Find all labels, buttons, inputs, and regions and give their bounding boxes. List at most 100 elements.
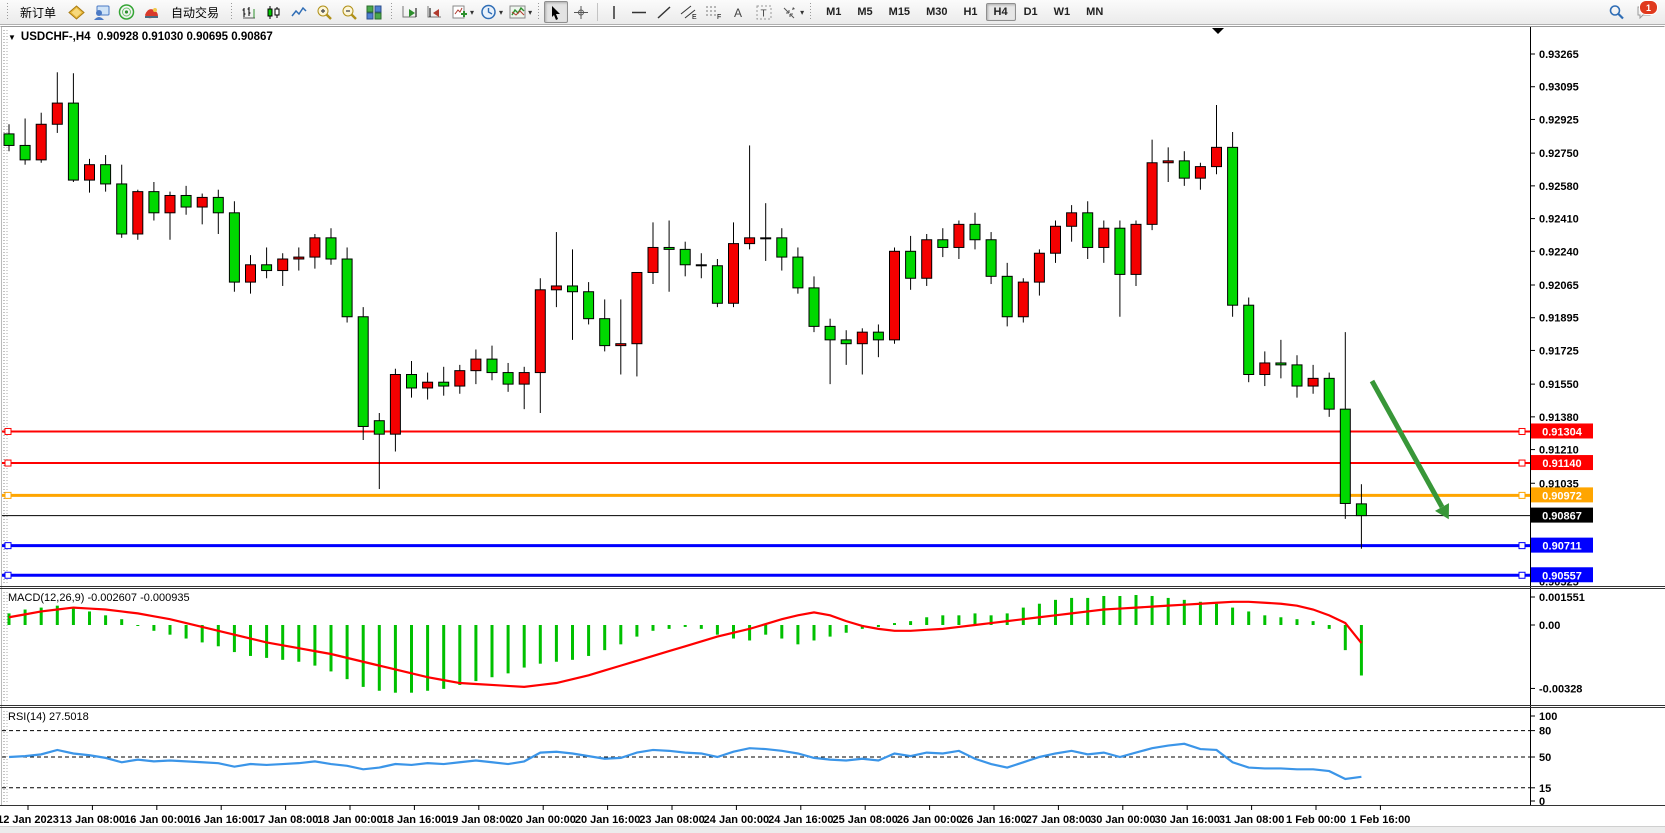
down-arrow-annotation — [1369, 379, 1449, 520]
svg-text:100: 100 — [1539, 711, 1557, 723]
svg-text:24 Jan 00:00: 24 Jan 00:00 — [704, 814, 769, 826]
terminal-sonar-icon[interactable] — [114, 1, 138, 23]
auto-scroll-icon[interactable] — [397, 1, 421, 23]
navigator-icon[interactable] — [89, 1, 113, 23]
timeframe-button-m30[interactable]: M30 — [926, 6, 948, 18]
chart-title: ▼ USDCHF-,H4 0.90928 0.91030 0.90695 0.9… — [8, 31, 273, 43]
svg-text:A: A — [734, 6, 742, 20]
cursor-tool-icon[interactable] — [544, 1, 569, 23]
timeframe-button-d1[interactable]: D1 — [1023, 6, 1038, 18]
timeframe-button-h1[interactable]: H1 — [963, 6, 978, 18]
timeframe-button-m1[interactable]: M1 — [826, 6, 842, 18]
new-order-button[interactable]: 新订单 — [20, 5, 57, 20]
new-chart-icon[interactable] — [447, 1, 471, 23]
strategy-tester-icon[interactable] — [139, 1, 163, 23]
equidistant-channel-tool-icon[interactable]: E — [677, 1, 701, 23]
svg-text:27 Jan 08:00: 27 Jan 08:00 — [1026, 814, 1091, 826]
svg-text:0.92580: 0.92580 — [1539, 181, 1579, 193]
chart-shift-icon[interactable] — [422, 1, 446, 23]
arrows-tool-icon[interactable] — [777, 1, 801, 23]
rsi-indicator-label: RSI(14) 27.5018 — [8, 711, 89, 723]
svg-text:-0.00328: -0.00328 — [1539, 683, 1582, 695]
crosshair-tool-icon[interactable] — [569, 1, 593, 23]
chart-collapse-icon[interactable]: ▼ — [8, 32, 16, 42]
pane-frames — [0, 26, 1665, 806]
svg-text:12 Jan 2023: 12 Jan 2023 — [0, 814, 59, 826]
svg-text:0.92750: 0.92750 — [1539, 148, 1579, 160]
timeframe-button-w1[interactable]: W1 — [1053, 6, 1071, 18]
toolbar-separator — [597, 3, 599, 21]
template-icon[interactable] — [505, 1, 529, 23]
svg-text:0.90711: 0.90711 — [1542, 541, 1581, 553]
macd-pane: 0.001551 0.00 -0.00328 — [7, 592, 1585, 695]
candles-layer — [3, 72, 1367, 549]
notifications-button[interactable]: 1 — [1632, 0, 1658, 22]
text-tool-icon[interactable]: A — [727, 1, 751, 23]
timeframe-button-m15[interactable]: M15 — [888, 6, 911, 18]
svg-text:1 Feb 16:00: 1 Feb 16:00 — [1350, 814, 1410, 826]
svg-text:18 Jan 00:00: 18 Jan 00:00 — [317, 814, 382, 826]
market-watch-icon[interactable] — [64, 1, 88, 23]
svg-text:80: 80 — [1539, 726, 1551, 738]
fibonacci-tool-icon[interactable]: F — [702, 1, 726, 23]
svg-text:30 Jan 00:00: 30 Jan 00:00 — [1090, 814, 1155, 826]
dropdown-caret[interactable]: ▾ — [800, 7, 805, 17]
svg-text:20 Jan 16:00: 20 Jan 16:00 — [575, 814, 640, 826]
svg-text:50: 50 — [1539, 752, 1551, 764]
trendline-tool-icon[interactable] — [652, 1, 676, 23]
svg-text:13 Jan 08:00: 13 Jan 08:00 — [60, 814, 125, 826]
search-icon[interactable] — [1604, 1, 1628, 23]
svg-text:30 Jan 16:00: 30 Jan 16:00 — [1154, 814, 1219, 826]
svg-text:0.00: 0.00 — [1539, 620, 1560, 632]
period-clock-icon[interactable] — [476, 1, 500, 23]
svg-text:0.91035: 0.91035 — [1539, 478, 1579, 490]
timeframe-button-m5[interactable]: M5 — [857, 6, 873, 18]
timeframe-button-mn[interactable]: MN — [1086, 6, 1104, 18]
notification-badge: 1 — [1639, 0, 1658, 15]
svg-text:0.91895: 0.91895 — [1539, 313, 1579, 325]
horizontal-line-tool-icon[interactable] — [627, 1, 651, 23]
dropdown-caret[interactable]: ▾ — [470, 7, 475, 17]
svg-text:F: F — [717, 14, 721, 20]
svg-text:0.90557: 0.90557 — [1542, 570, 1582, 582]
svg-text:0.91210: 0.91210 — [1539, 445, 1579, 457]
svg-text:0.92240: 0.92240 — [1539, 246, 1579, 258]
chart-title-text: USDCHF-,H4 0.90928 0.91030 0.90695 0.908… — [20, 31, 273, 43]
svg-text:0.91304: 0.91304 — [1542, 426, 1583, 438]
svg-text:1 Feb 00:00: 1 Feb 00:00 — [1286, 814, 1346, 826]
svg-text:23 Jan 08:00: 23 Jan 08:00 — [639, 814, 704, 826]
status-strip — [0, 826, 1665, 833]
dropdown-caret[interactable]: ▾ — [528, 7, 533, 17]
chart-window: 0.93265 0.93095 0.92925 0.92750 0.92580 0.924… — [0, 25, 1665, 832]
tile-windows-icon[interactable] — [362, 1, 386, 23]
horizontal-lines — [2, 427, 1530, 579]
rsi-pane: 100 80 50 150 — [2, 711, 1557, 808]
line-chart-type-icon[interactable] — [287, 1, 311, 23]
svg-text:0.90972: 0.90972 — [1542, 490, 1582, 502]
svg-text:17 Jan 08:00: 17 Jan 08:00 — [253, 814, 318, 826]
svg-text:26 Jan 16:00: 26 Jan 16:00 — [961, 814, 1026, 826]
svg-text:0.92925: 0.92925 — [1539, 114, 1579, 126]
price-axis: 0.93265 0.93095 0.92925 0.92750 0.92580 0.924… — [1530, 49, 1579, 588]
main-toolbar: 新订单 自动交易 ▾ ▾ ▾ — [0, 0, 1665, 25]
svg-text:0.91140: 0.91140 — [1542, 458, 1581, 470]
timeframe-button-h4[interactable]: H4 — [985, 3, 1016, 21]
zoom-out-icon[interactable] — [337, 1, 361, 23]
auto-trading-button[interactable]: 自动交易 — [171, 5, 220, 20]
zoom-in-icon[interactable] — [312, 1, 336, 23]
bar-chart-type-icon[interactable] — [237, 1, 261, 23]
vertical-line-tool-icon[interactable] — [602, 1, 626, 23]
svg-text:0.001551: 0.001551 — [1539, 592, 1585, 604]
candlestick-chart-type-icon[interactable] — [262, 1, 286, 23]
price-badges: 0.91304 0.91140 0.90972 0.90867 0.90711 0.905… — [1531, 423, 1593, 583]
text-label-tool-icon[interactable]: T — [752, 1, 776, 23]
svg-text:0.90867: 0.90867 — [1542, 511, 1582, 523]
svg-text:0.91725: 0.91725 — [1539, 345, 1579, 357]
svg-text:16 Jan 00:00: 16 Jan 00:00 — [124, 814, 189, 826]
svg-text:0.91550: 0.91550 — [1539, 379, 1579, 391]
dropdown-caret[interactable]: ▾ — [499, 7, 504, 17]
price-chart-canvas[interactable]: 0.93265 0.93095 0.92925 0.92750 0.92580 0.924… — [0, 25, 1665, 832]
svg-text:T: T — [761, 8, 767, 19]
svg-text:15: 15 — [1539, 783, 1551, 795]
